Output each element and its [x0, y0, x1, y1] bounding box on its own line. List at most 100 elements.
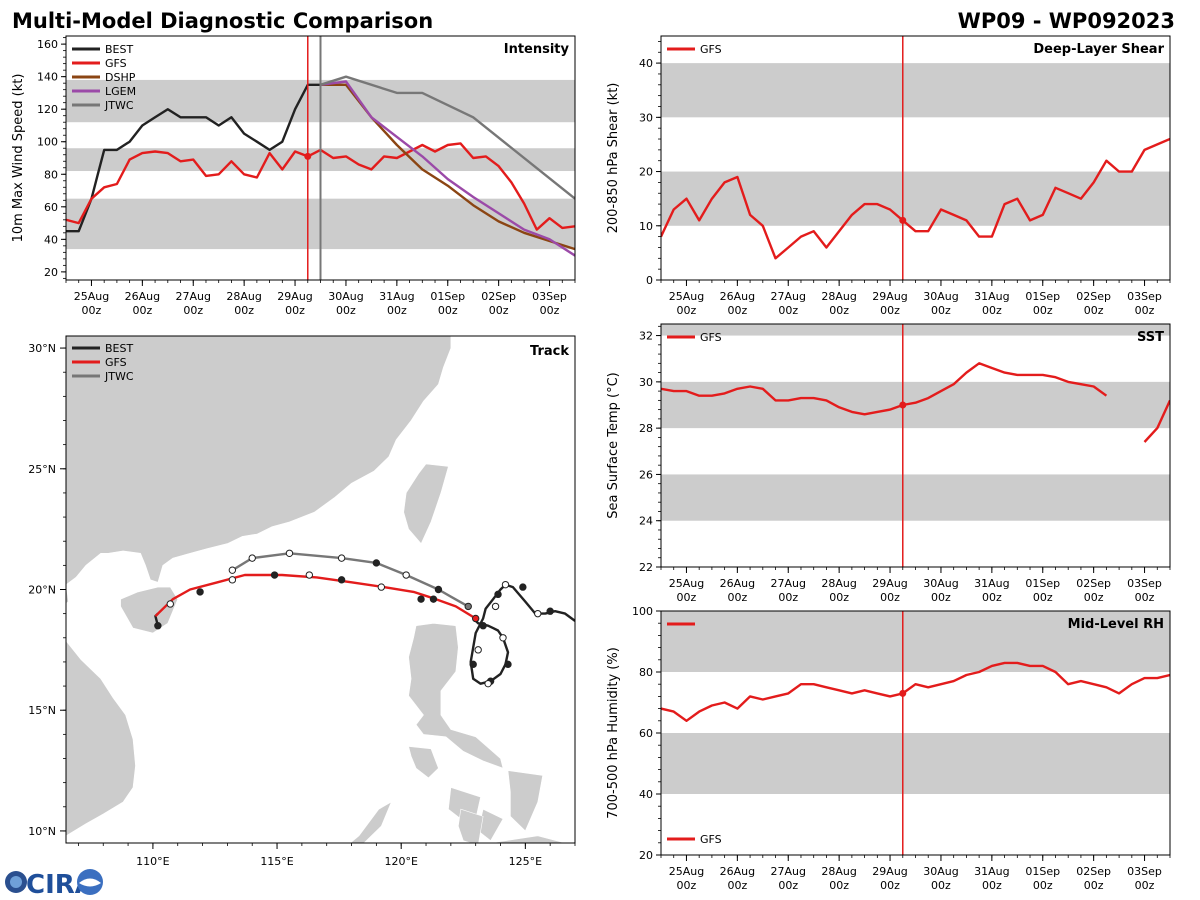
- track-marker: [501, 580, 510, 589]
- series-best: [66, 83, 321, 233]
- x-tick-label: 29Aug: [872, 577, 907, 590]
- x-tick-label: 00z: [336, 304, 356, 317]
- band-2: [661, 474, 1170, 521]
- x-tick-label: 29Aug: [872, 865, 907, 878]
- track-best: [469, 583, 575, 685]
- track-marker: [479, 622, 487, 630]
- x-tick-label: 27Aug: [771, 577, 806, 590]
- x-tick-label: 00z: [234, 304, 254, 317]
- y-tick-label: 40: [639, 57, 653, 70]
- x-tick-label: 28Aug: [821, 865, 856, 878]
- x-tick-label: 03Sep: [1127, 865, 1162, 878]
- x-tick-label: 00z: [285, 304, 305, 317]
- x-tick-label: 00z: [1084, 879, 1104, 892]
- x-tick-label: 01Sep: [1025, 577, 1060, 590]
- luzon-island: [408, 622, 504, 769]
- y-tick-label: 30: [639, 376, 653, 389]
- x-tick-label: 115°E: [260, 855, 293, 868]
- y-tick-label: 24: [639, 515, 653, 528]
- x-tick-label: 03Sep: [532, 290, 567, 303]
- x-tick-label: 00z: [387, 304, 407, 317]
- init-marker: [899, 689, 907, 697]
- china-land: [66, 336, 452, 586]
- x-tick-label: 31Aug: [974, 290, 1009, 303]
- track-marker: [285, 549, 294, 557]
- x-tick-label: 00z: [727, 879, 747, 892]
- x-tick-label: 00z: [727, 591, 747, 604]
- taiwan-island: [403, 463, 449, 545]
- y-axis-label: 200-850 hPa Shear (kt): [606, 83, 621, 234]
- legend-label: GFS: [105, 356, 127, 369]
- y-tick-label: 80: [44, 168, 58, 181]
- track-marker: [228, 576, 237, 584]
- panel-title: Intensity: [504, 42, 570, 57]
- x-tick-label: 00z: [540, 304, 560, 317]
- series-gfs: [661, 362, 1108, 416]
- y-tick-label: 15°N: [28, 704, 56, 717]
- y-tick-label: 60: [44, 201, 58, 214]
- y-axis-label: 700-500 hPa Humidity (%): [606, 647, 621, 819]
- track-marker: [429, 595, 438, 603]
- x-tick-label: 00z: [727, 304, 747, 317]
- panel-rh: 2040608010025Aug00z26Aug00z27Aug00z28Aug…: [606, 605, 1171, 892]
- x-tick-label: 00z: [982, 304, 1002, 317]
- legend-label: BEST: [105, 342, 133, 355]
- logo-wave-icon: [79, 878, 101, 887]
- track-marker: [484, 679, 492, 688]
- y-tick-label: 20°N: [28, 584, 56, 597]
- y-tick-label: 30: [639, 111, 653, 124]
- negros-island: [457, 808, 484, 843]
- hainan-island: [120, 586, 179, 634]
- x-tick-label: 25Aug: [669, 290, 704, 303]
- x-tick-label: 00z: [1084, 304, 1104, 317]
- x-tick-label: 31Aug: [974, 865, 1009, 878]
- x-tick-label: 02Sep: [1076, 577, 1111, 590]
- track-marker: [154, 622, 162, 630]
- x-tick-label: 27Aug: [771, 865, 806, 878]
- y-tick-label: 160: [37, 38, 58, 51]
- x-tick-label: 01Sep: [430, 290, 465, 303]
- track-marker: [464, 602, 472, 611]
- x-tick-label: 03Sep: [1127, 290, 1162, 303]
- track-marker: [372, 559, 381, 567]
- x-tick-label: 25Aug: [669, 577, 704, 590]
- vietnam-land: [66, 584, 136, 843]
- band-0: [661, 611, 1170, 672]
- y-tick-label: 28: [639, 422, 653, 435]
- x-tick-label: 25Aug: [669, 865, 704, 878]
- series-lgem: [320, 80, 575, 257]
- legend-label: JTWC: [104, 370, 134, 383]
- x-tick-label: 29Aug: [872, 290, 907, 303]
- logo-globe-inner-icon: [10, 876, 22, 888]
- y-tick-label: 20: [44, 266, 58, 279]
- init-marker: [304, 152, 312, 160]
- init-marker: [899, 216, 907, 224]
- palawan-island: [349, 801, 392, 843]
- y-tick-label: 20: [639, 166, 653, 179]
- track-marker: [305, 571, 314, 579]
- panel-frame: [660, 35, 1171, 281]
- x-tick-label: 25Aug: [74, 290, 109, 303]
- track-marker: [546, 607, 554, 615]
- x-tick-label: 00z: [880, 591, 900, 604]
- mindoro-island: [408, 746, 439, 779]
- y-tick-label: 0: [646, 274, 653, 287]
- legend-label: DSHP: [105, 71, 136, 84]
- storm-id: WP09 - WP092023: [958, 9, 1175, 33]
- y-tick-label: 10: [639, 220, 653, 233]
- x-tick-label: 00z: [1033, 304, 1053, 317]
- x-tick-label: 00z: [677, 879, 697, 892]
- x-tick-label: 00z: [132, 304, 152, 317]
- x-tick-label: 00z: [1033, 591, 1053, 604]
- panel-title: Track: [530, 344, 569, 359]
- panel-title: Deep-Layer Shear: [1033, 42, 1164, 57]
- x-tick-label: 29Aug: [277, 290, 312, 303]
- x-tick-label: 00z: [931, 879, 951, 892]
- legend-label: GFS: [105, 57, 127, 70]
- track-marker: [534, 609, 542, 618]
- y-axis-label: 10m Max Wind Speed (kt): [11, 74, 26, 243]
- panel-intensity: 2040608010012014016025Aug00z26Aug00z27Au…: [11, 35, 576, 317]
- x-tick-label: 00z: [880, 304, 900, 317]
- x-tick-label: 00z: [829, 304, 849, 317]
- band-1: [661, 381, 1170, 429]
